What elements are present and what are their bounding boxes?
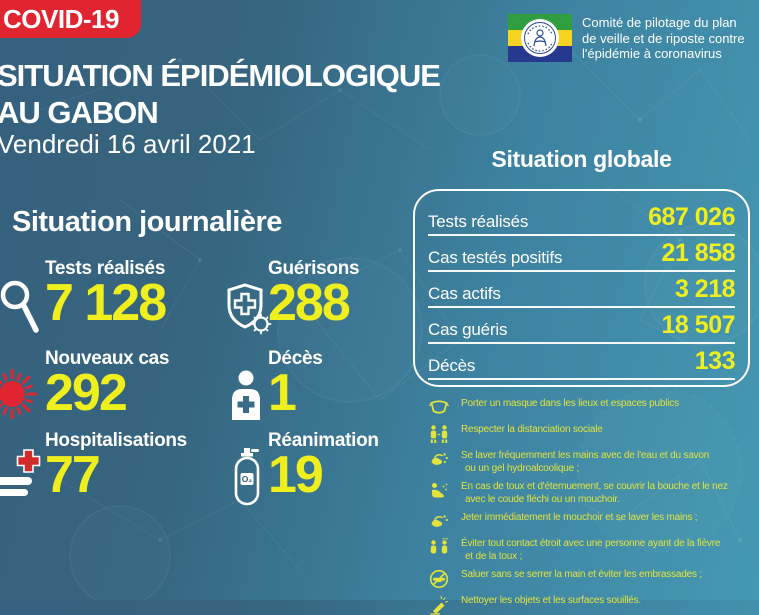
oxygen-tank-icon: O₂: [234, 448, 260, 506]
stat-value: 292: [45, 364, 128, 422]
virus-icon: [0, 369, 37, 419]
row-value: 3 218: [674, 275, 736, 303]
wash-hands-icon: [431, 515, 448, 527]
rec-text: En cas de toux et d'éternuement, se couv…: [461, 481, 728, 492]
row-label: Cas testés positifs: [428, 248, 563, 267]
list-item: Jeter immédiatement le mouchoir et se la…: [428, 512, 753, 532]
person-cross-icon: [232, 370, 260, 420]
covid19-banner-label: COVID-19: [3, 3, 119, 34]
rec-text: ou un gel hydroalcoolique ;: [465, 462, 580, 474]
stat-value: 77: [45, 446, 101, 504]
rec-text: Éviter tout contact étroit avec une pers…: [461, 538, 721, 549]
page-title-line1: SITUATION ÉPIDÉMIOLOGIQUE: [0, 58, 441, 93]
committee-line-2: de veille et de riposte contre: [582, 30, 745, 46]
covid19-banner: COVID-19: [0, 0, 141, 38]
list-item: Respecter la distanciation sociale: [428, 424, 753, 444]
list-item: Éviter tout contact étroit avec une pers…: [428, 538, 753, 563]
list-item: Nettoyer les objets et les surfaces soui…: [428, 595, 753, 615]
rec-text: Jeter immédiatement le mouchoir et se la…: [461, 512, 698, 523]
list-item: Porter un masque dans les lieux et espac…: [428, 398, 753, 418]
rec-text: Saluer sans se serrer la main et éviter …: [461, 569, 702, 580]
stat-label: Tests réalisés: [45, 258, 166, 279]
hand-washing-icon: [431, 453, 448, 465]
cough-elbow-icon: [431, 483, 448, 498]
list-item: Se laver fréquemment les mains avec de l…: [428, 450, 753, 475]
row-label: Cas actifs: [428, 284, 501, 303]
table-row: Cas actifs 3 218: [428, 272, 736, 308]
stat-value: 1: [268, 364, 297, 422]
list-item: Saluer sans se serrer la main et éviter …: [428, 569, 753, 589]
committee-line-3: l'épidémie à coronavirus: [582, 46, 722, 61]
row-label: Décès: [428, 356, 476, 375]
rec-text: Porter un masque dans les lieux et espac…: [461, 398, 679, 409]
row-value: 21 858: [661, 239, 736, 267]
stat-value: 7 128: [45, 274, 167, 332]
committee-caption: Comité de pilotage du plan de veille et …: [582, 15, 745, 62]
svg-text:O₂: O₂: [242, 474, 253, 484]
rec-text: Respecter la distanciation sociale: [461, 424, 603, 435]
row-label: Cas guéris: [428, 320, 508, 339]
row-value: 18 507: [661, 311, 736, 339]
stat-label: Nouveaux cas: [45, 348, 170, 369]
committee-line-1: Comité de pilotage du plan: [582, 15, 737, 30]
rec-text: avec le coude fléchi ou un mouchoir.: [465, 493, 620, 505]
table-row: Cas testés positifs 21 858: [428, 236, 736, 272]
magnifier-icon: [0, 280, 39, 333]
stat-value: 288: [268, 274, 351, 332]
global-stats-table: Tests réalisés 687 026 Cas testés positi…: [413, 189, 750, 387]
stat-deces: Décès 1: [268, 348, 323, 422]
global-section-title: Situation globale: [491, 146, 672, 172]
table-row: Tests réalisés 687 026: [428, 196, 735, 236]
row-value: 687 026: [648, 203, 735, 231]
rec-text: Se laver fréquemment les mains avec de l…: [461, 450, 710, 461]
stat-tests-realises: Tests réalisés 7 128: [45, 258, 167, 332]
stat-reanimation: Réanimation 19: [268, 430, 379, 504]
stat-label: Décès: [268, 348, 323, 369]
no-handshake-icon: [429, 569, 449, 589]
stat-value: 19: [268, 446, 324, 504]
recommendations-list: Porter un masque dans les lieux et espac…: [428, 398, 753, 615]
social-distancing-icon: [430, 425, 448, 443]
daily-section-title: Situation journalière: [12, 206, 282, 238]
stat-label: Guérisons: [268, 258, 360, 279]
gabon-flag-logo: [508, 14, 572, 62]
row-label: Tests réalisés: [428, 212, 529, 231]
stat-label: Hospitalisations: [45, 430, 187, 451]
table-row: Cas guéris 18 507: [428, 308, 736, 344]
clean-surfaces-icon: [430, 595, 449, 615]
stat-hospitalisations: Hospitalisations 77: [45, 430, 187, 504]
shield-cross-virus-icon: [227, 283, 272, 335]
hospital-bed-icon: [0, 449, 41, 496]
mask-icon: [428, 400, 450, 414]
list-item: En cas de toux et d'éternuement, se couv…: [428, 481, 753, 506]
rec-text: et de la toux ;: [465, 550, 523, 562]
rec-text: Nettoyer les objets et les surfaces soui…: [461, 595, 641, 606]
republic-seal-icon: [521, 19, 559, 57]
avoid-contact-icon: [430, 538, 448, 554]
row-value: 133: [694, 347, 736, 375]
table-row: Décès 133: [428, 344, 736, 380]
report-date: Vendredi 16 avril 2021: [0, 129, 256, 159]
stat-label: Réanimation: [268, 430, 379, 451]
page-title-line2: AU GABON: [0, 95, 159, 130]
stat-guerisons: Guérisons 288: [268, 258, 360, 332]
stat-nouveaux-cas: Nouveaux cas 292: [45, 348, 170, 422]
